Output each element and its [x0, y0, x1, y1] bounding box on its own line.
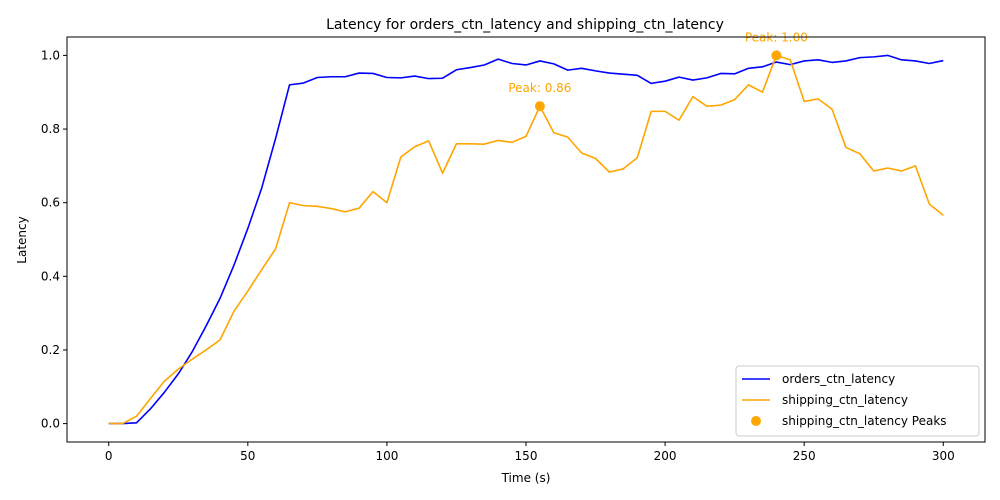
- chart-title: Latency for orders_ctn_latency and shipp…: [326, 17, 724, 33]
- x-tick-label: 100: [375, 449, 398, 463]
- peak-label: Peak: 0.86: [508, 81, 571, 95]
- y-tick-label: 0.2: [41, 343, 60, 357]
- y-tick-label: 0.8: [41, 122, 60, 136]
- x-tick-label: 200: [654, 449, 677, 463]
- legend-label: shipping_ctn_latency: [782, 393, 908, 407]
- peak-marker: [534, 101, 545, 112]
- x-tick-label: 50: [240, 449, 255, 463]
- x-tick-label: 0: [105, 449, 113, 463]
- y-tick-label: 1.0: [41, 48, 60, 62]
- legend: orders_ctn_latency shipping_ctn_latencysh…: [735, 365, 980, 437]
- series-line-shipping_ctn_latency: [108, 54, 944, 425]
- series-line-orders_ctn_latency: [108, 54, 944, 425]
- x-tick-label: 150: [515, 449, 538, 463]
- y-tick-label: 0.6: [41, 196, 60, 210]
- x-axis-label: Time (s): [501, 471, 551, 485]
- y-axis-label: Latency: [15, 216, 29, 263]
- legend-label: orders_ctn_latency: [782, 372, 895, 386]
- legend-label: shipping_ctn_latency Peaks: [782, 414, 947, 428]
- x-tick-label: 300: [932, 449, 955, 463]
- legend-swatch: [751, 416, 761, 426]
- x-tick-label: 250: [793, 449, 816, 463]
- peak-marker: [771, 50, 782, 61]
- y-tick-label: 0.4: [41, 269, 60, 283]
- legend-box: [735, 365, 980, 437]
- y-tick-label: 0.0: [41, 417, 60, 431]
